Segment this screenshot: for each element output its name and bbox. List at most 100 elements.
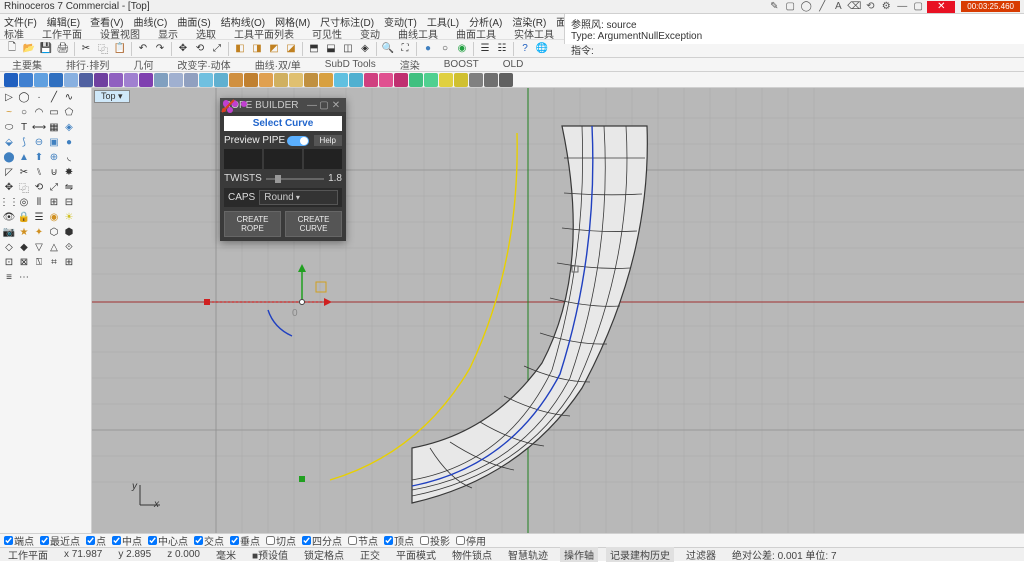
gear-icon[interactable]: ⚙ bbox=[879, 1, 893, 13]
wire-icon[interactable]: ○ bbox=[437, 41, 453, 57]
misc-tool[interactable]: ⬡ bbox=[47, 225, 61, 239]
misc-tool[interactable]: ⋯ bbox=[17, 270, 31, 284]
osnap-8[interactable]: 四分点 bbox=[302, 533, 342, 548]
plugin-icon[interactable] bbox=[409, 73, 423, 87]
plugin-icon[interactable] bbox=[289, 73, 303, 87]
rotate-icon[interactable]: ⟲ bbox=[192, 41, 208, 57]
render-icon[interactable]: ◉ bbox=[454, 41, 470, 57]
revolve-tool[interactable]: ⊖ bbox=[32, 135, 46, 149]
status-tab[interactable]: 智慧轨迹 bbox=[504, 547, 552, 562]
extrude-tool[interactable]: ⬆ bbox=[32, 150, 46, 164]
layer-tool[interactable]: ☰ bbox=[32, 210, 46, 224]
camera-tool[interactable]: 📷 bbox=[2, 225, 16, 239]
point-tool[interactable]: · bbox=[32, 90, 46, 104]
dim-tool[interactable]: ⟷ bbox=[32, 120, 46, 134]
new-icon[interactable]: 🗋 bbox=[4, 41, 20, 57]
hatch-tool[interactable]: ▦ bbox=[47, 120, 61, 134]
status-tab[interactable]: 平面模式 bbox=[392, 547, 440, 562]
misc-tool[interactable]: ✦ bbox=[32, 225, 46, 239]
plugin-icon[interactable] bbox=[229, 73, 243, 87]
osnap-6[interactable]: 垂点 bbox=[230, 533, 260, 548]
misc-tool[interactable]: ★ bbox=[17, 225, 31, 239]
refresh-icon[interactable]: ⟲ bbox=[863, 1, 877, 13]
plugin-icon[interactable] bbox=[454, 73, 468, 87]
loft-tool[interactable]: ⬙ bbox=[2, 135, 16, 149]
misc-tool[interactable]: △ bbox=[47, 240, 61, 254]
split-tool[interactable]: ⑊ bbox=[32, 165, 46, 179]
tab-subd[interactable]: SubD Tools bbox=[313, 58, 388, 71]
osnap-3[interactable]: 中点 bbox=[112, 533, 142, 548]
ellipse-tool[interactable]: ⬭ bbox=[2, 120, 16, 134]
status-tab[interactable]: 操作轴 bbox=[560, 547, 598, 562]
plugin-icon[interactable] bbox=[244, 73, 258, 87]
zoom-icon[interactable]: 🔍 bbox=[380, 41, 396, 57]
save-icon[interactable]: 💾 bbox=[38, 41, 54, 57]
status-tab[interactable]: 过滤器 bbox=[682, 547, 720, 562]
ungroup-tool[interactable]: ⊟ bbox=[62, 195, 76, 209]
plugin-icon[interactable] bbox=[214, 73, 228, 87]
status-tab[interactable]: 物件锁点 bbox=[448, 547, 496, 562]
status-tab[interactable]: 锁定格点 bbox=[300, 547, 348, 562]
misc-tool[interactable]: ⊠ bbox=[17, 255, 31, 269]
plugin-icon[interactable] bbox=[64, 73, 78, 87]
edit-icon[interactable]: ✎ bbox=[767, 1, 781, 13]
redo-icon[interactable]: ↷ bbox=[152, 41, 168, 57]
scale-icon[interactable]: ⤢ bbox=[209, 41, 225, 57]
circle-icon[interactable]: ◯ bbox=[799, 1, 813, 13]
hide-tool[interactable]: 👁 bbox=[2, 210, 16, 224]
preset-3[interactable] bbox=[304, 149, 342, 169]
misc-tool[interactable]: ⌗ bbox=[47, 255, 61, 269]
viewport[interactable]: Top ▾ bbox=[92, 88, 1024, 533]
misc-tool[interactable]: ⬢ bbox=[62, 225, 76, 239]
polygon-tool[interactable]: ⬠ bbox=[62, 105, 76, 119]
tab-text[interactable]: 改变字·动体 bbox=[165, 58, 242, 71]
join-tool[interactable]: ⊍ bbox=[47, 165, 61, 179]
line-tool[interactable]: ╱ bbox=[47, 90, 61, 104]
osnap-7[interactable]: 切点 bbox=[266, 533, 296, 548]
chamfer-tool[interactable]: ◸ bbox=[2, 165, 16, 179]
help-icon[interactable]: ? bbox=[517, 41, 533, 57]
array-tool[interactable]: ⋮⋮ bbox=[2, 195, 16, 209]
cylinder-tool[interactable]: ⬤ bbox=[2, 150, 16, 164]
misc-tool[interactable]: ⟐ bbox=[62, 240, 76, 254]
plugin-icon[interactable] bbox=[319, 73, 333, 87]
misc-tool[interactable]: ⊡ bbox=[2, 255, 16, 269]
pointer-tool[interactable]: ▷ bbox=[2, 90, 16, 104]
view-persp-icon[interactable]: ◈ bbox=[357, 41, 373, 57]
plugin-icon[interactable] bbox=[169, 73, 183, 87]
arc-tool[interactable]: ◠ bbox=[32, 105, 46, 119]
tab-boost[interactable]: BOOST bbox=[432, 58, 491, 71]
rotate-tool[interactable]: ⟲ bbox=[32, 180, 46, 194]
tab-render[interactable]: 渲染 bbox=[388, 58, 432, 71]
align-tool[interactable]: ⫴ bbox=[32, 195, 46, 209]
tab-arrange[interactable]: 排行·排列 bbox=[54, 58, 121, 71]
sweep-tool[interactable]: ⟆ bbox=[17, 135, 31, 149]
rect-icon[interactable]: ▢ bbox=[783, 1, 797, 13]
misc-tool[interactable]: ▽ bbox=[32, 240, 46, 254]
plugin-icon[interactable] bbox=[139, 73, 153, 87]
curve-tool[interactable]: ~ bbox=[2, 105, 16, 119]
cone-tool[interactable]: ▲ bbox=[17, 150, 31, 164]
plugin-icon[interactable] bbox=[274, 73, 288, 87]
misc-tool[interactable]: ⍂ bbox=[32, 255, 46, 269]
plugin-icon[interactable] bbox=[349, 73, 363, 87]
globe-icon[interactable]: 🌐 bbox=[534, 41, 550, 57]
paste-icon[interactable]: 📋 bbox=[112, 41, 128, 57]
plugin-icon[interactable] bbox=[499, 73, 513, 87]
plugin-icon[interactable] bbox=[364, 73, 378, 87]
minimize-button[interactable]: — bbox=[895, 1, 909, 13]
a-icon[interactable]: A bbox=[831, 1, 845, 13]
light-tool[interactable]: ☀ bbox=[62, 210, 76, 224]
osnap-12[interactable]: 停用 bbox=[456, 533, 486, 548]
osnap-9[interactable]: 节点 bbox=[348, 533, 378, 548]
misc-tool[interactable]: ⊞ bbox=[62, 255, 76, 269]
clear-icon[interactable]: ⌫ bbox=[847, 1, 861, 13]
cut-icon[interactable]: ✂ bbox=[78, 41, 94, 57]
close-button[interactable]: ✕ bbox=[927, 1, 955, 13]
tab-curve[interactable]: 曲线·双/单 bbox=[243, 58, 313, 71]
osnap-10[interactable]: 顶点 bbox=[384, 533, 414, 548]
print-icon[interactable]: 🖨 bbox=[55, 41, 71, 57]
move-tool[interactable]: ✥ bbox=[2, 180, 16, 194]
box-tool[interactable]: ▣ bbox=[47, 135, 61, 149]
osnap-4[interactable]: 中心点 bbox=[148, 533, 188, 548]
